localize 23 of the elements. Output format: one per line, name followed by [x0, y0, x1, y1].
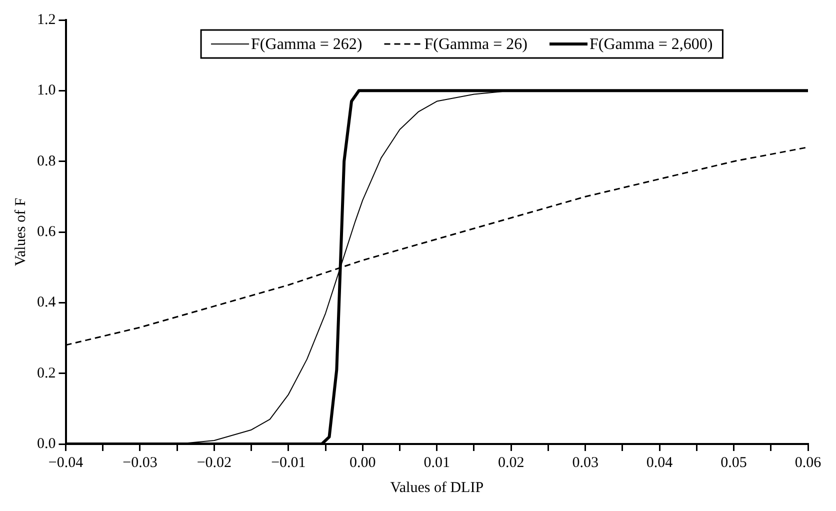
y-tick-label: 0.6 — [37, 224, 56, 240]
legend-label: F(Gamma = 26) — [424, 36, 528, 54]
x-tick-label: 0.05 — [720, 454, 747, 471]
x-tick-label: 0.06 — [794, 454, 822, 471]
x-tick-label: −0.04 — [48, 454, 84, 471]
x-tick-label: 0.01 — [424, 454, 450, 471]
legend-label: F(Gamma = 2,600) — [589, 36, 713, 54]
x-axis-title: Values of DLIP — [390, 480, 484, 496]
y-tick-label: 0.0 — [37, 436, 56, 452]
y-tick-label: 0.2 — [37, 365, 56, 382]
y-tick-label: 1.2 — [37, 12, 56, 28]
x-tick-label: 0.02 — [498, 454, 524, 471]
legend-label: F(Gamma = 262) — [251, 36, 362, 54]
x-tick-label: −0.01 — [271, 454, 306, 471]
y-tick-label: 1.0 — [37, 82, 56, 99]
y-axis-title: Values of F — [12, 198, 29, 266]
y-tick-label: 0.8 — [37, 153, 56, 170]
x-tick-label: 0.04 — [646, 454, 674, 471]
y-tick-label: 0.4 — [37, 294, 56, 311]
x-tick-label: 0.03 — [572, 454, 598, 471]
x-tick-label: 0.00 — [350, 454, 376, 471]
x-tick-label: −0.03 — [122, 454, 158, 471]
x-tick-label: −0.02 — [196, 454, 232, 471]
